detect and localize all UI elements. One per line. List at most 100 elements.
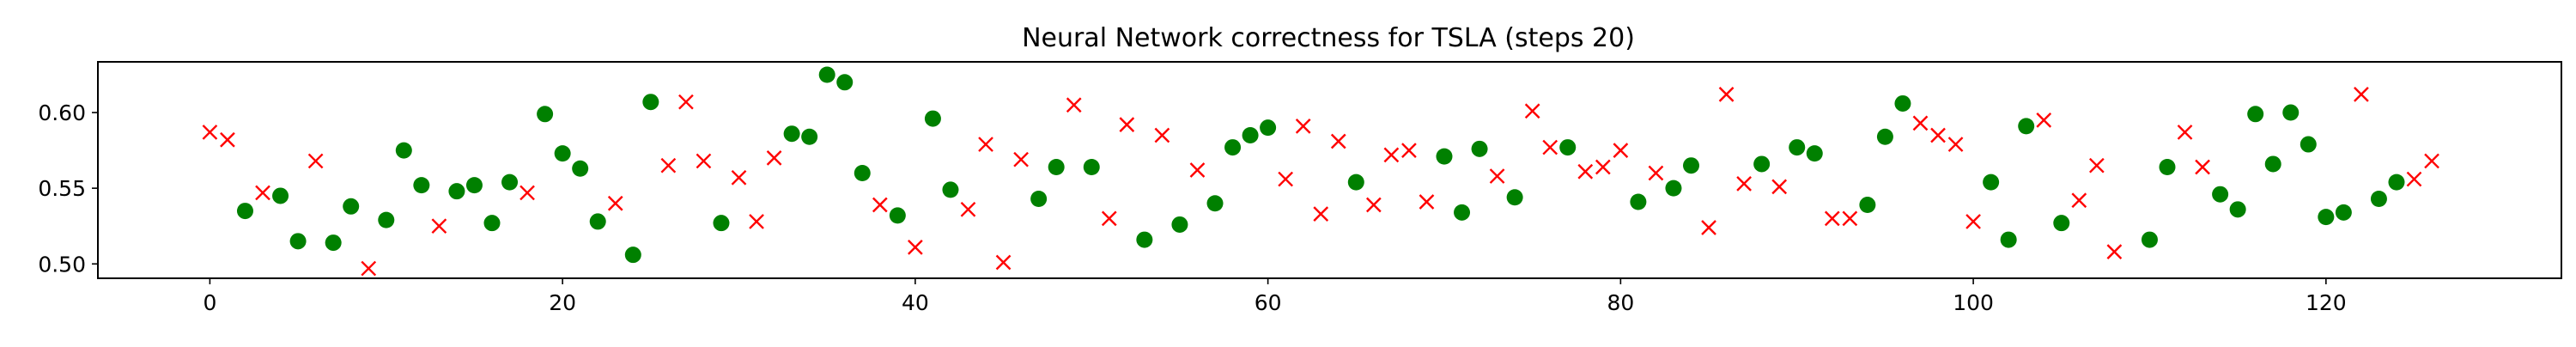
correct-point <box>1242 126 1259 143</box>
correct-point <box>1206 195 1224 212</box>
correct-point <box>289 233 307 250</box>
incorrect-point <box>696 153 712 169</box>
incorrect-point <box>1119 117 1135 132</box>
correct-point <box>501 174 519 191</box>
incorrect-point <box>1577 163 1594 180</box>
correct-point <box>378 211 395 228</box>
correct-point <box>2229 201 2246 218</box>
incorrect-point <box>431 218 447 234</box>
incorrect-point <box>202 125 218 140</box>
x-tick-label: 20 <box>549 290 576 315</box>
incorrect-point <box>908 240 923 255</box>
chart-title: Neural Network correctness for TSLA (ste… <box>1022 23 1635 53</box>
correct-point <box>624 247 641 264</box>
correct-point <box>1347 174 1364 191</box>
correct-point <box>2282 104 2300 121</box>
correct-point <box>1859 197 1876 214</box>
correct-point <box>1171 216 1188 233</box>
incorrect-point <box>2071 192 2087 209</box>
incorrect-point <box>2089 157 2105 174</box>
x-tick-label: 120 <box>2306 290 2347 315</box>
incorrect-point <box>1383 147 1400 163</box>
correct-point <box>589 213 606 230</box>
incorrect-point <box>1365 197 1382 213</box>
data-points <box>202 66 2439 277</box>
incorrect-point <box>1965 214 1981 229</box>
incorrect-point <box>1718 87 1735 102</box>
correct-point <box>642 94 659 111</box>
correct-point <box>343 198 360 215</box>
correct-point <box>2335 204 2352 221</box>
incorrect-point <box>995 254 1012 271</box>
correct-point <box>854 165 871 182</box>
correct-point <box>2159 158 2176 175</box>
incorrect-point <box>361 260 377 277</box>
correct-point <box>236 203 253 220</box>
incorrect-point <box>1524 103 1540 119</box>
incorrect-point <box>2406 171 2422 187</box>
correct-point <box>448 183 465 200</box>
correct-point <box>942 181 959 198</box>
correct-point <box>1894 94 1911 112</box>
correct-point <box>2318 209 2335 226</box>
correct-point <box>1683 157 1700 174</box>
correct-point <box>325 234 342 252</box>
correct-point <box>2053 215 2070 232</box>
correct-point <box>1630 193 1647 210</box>
correct-point <box>572 160 589 177</box>
incorrect-point <box>872 197 888 213</box>
incorrect-point <box>749 214 764 229</box>
incorrect-point <box>1542 139 1558 155</box>
correct-point <box>1471 140 1488 157</box>
correct-point <box>2388 174 2405 191</box>
correct-point <box>1806 145 1823 162</box>
incorrect-point <box>2424 153 2439 169</box>
correct-point <box>818 66 835 83</box>
incorrect-point <box>1489 168 1505 184</box>
incorrect-point <box>1154 127 1170 143</box>
correct-point <box>2264 155 2281 173</box>
correct-point <box>2212 186 2229 203</box>
incorrect-point <box>1701 220 1716 235</box>
correct-point <box>1876 128 1893 145</box>
incorrect-point <box>519 185 535 201</box>
incorrect-point <box>1330 133 1346 149</box>
x-tick-label: 100 <box>1953 290 1994 315</box>
correct-point <box>783 125 800 143</box>
correct-point <box>413 177 430 194</box>
incorrect-point <box>1648 165 1664 181</box>
incorrect-point <box>2106 244 2123 260</box>
incorrect-point <box>220 131 235 148</box>
correct-point <box>1506 189 1523 206</box>
correct-point <box>1983 174 2000 191</box>
correct-point <box>713 215 730 232</box>
x-tick-label: 40 <box>902 290 929 315</box>
incorrect-point <box>2354 87 2369 102</box>
correct-point <box>1454 204 1471 221</box>
incorrect-point <box>1295 119 1311 134</box>
incorrect-point <box>1066 97 1082 113</box>
correct-point <box>1083 158 1100 175</box>
correct-point <box>2018 118 2035 135</box>
incorrect-point <box>2036 112 2052 128</box>
correct-point <box>836 74 854 91</box>
correct-point <box>1260 119 1277 137</box>
incorrect-point <box>1419 194 1435 210</box>
incorrect-point <box>1595 159 1611 175</box>
correct-point <box>483 215 501 232</box>
correct-point <box>2247 106 2264 123</box>
y-tick-label: 0.55 <box>38 176 86 201</box>
x-axis: 0 20 40 60 80 100 120 <box>203 278 2347 315</box>
correct-point <box>924 110 941 127</box>
y-tick-label: 0.60 <box>38 100 86 125</box>
incorrect-point <box>1189 162 1206 178</box>
incorrect-point <box>1613 143 1629 158</box>
correct-point <box>2300 136 2317 153</box>
incorrect-point <box>1824 210 1840 227</box>
incorrect-point <box>1842 210 1858 227</box>
incorrect-point <box>1736 176 1752 192</box>
incorrect-point <box>660 157 677 174</box>
correct-point <box>2141 231 2158 248</box>
correct-point <box>1224 139 1242 156</box>
